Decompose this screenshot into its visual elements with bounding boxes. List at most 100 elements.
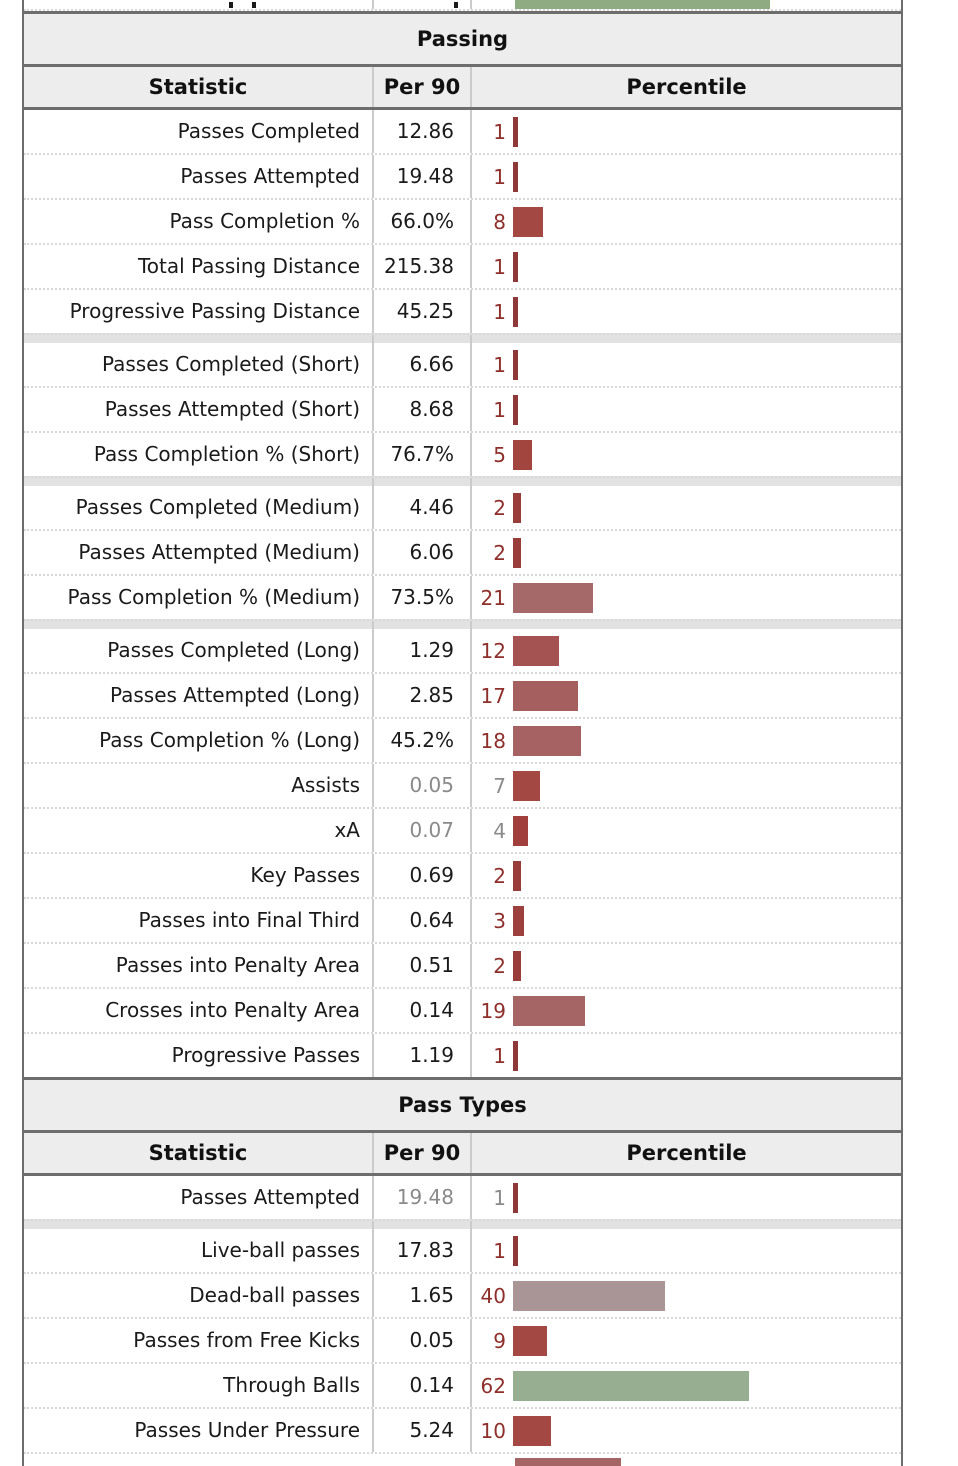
percentile-number: 1	[493, 1185, 506, 1210]
percentile-number: 1	[493, 1238, 506, 1263]
column-header-per-90: Per 90	[374, 1133, 472, 1173]
percentile-bar	[513, 1235, 518, 1266]
stat-row: Dead-ball passes 1.65 40	[24, 1272, 901, 1317]
stat-group: Passes Completed 12.86 1 Passes Attempted 19…	[24, 110, 901, 333]
per90-value: 0.64	[374, 899, 472, 942]
column-divider	[470, 478, 472, 486]
stat-label: Dead-ball passes	[24, 1274, 374, 1317]
column-divider	[470, 1221, 472, 1229]
percentile-bar	[513, 582, 593, 613]
percentile-bar	[513, 394, 518, 425]
stat-row: Assists 0.05 7	[24, 762, 901, 807]
per90-value: 0.14	[374, 1364, 472, 1407]
stat-label: Passes Completed (Medium)	[24, 486, 374, 529]
percentile-number: 7	[493, 773, 506, 798]
percentile-number: 21	[480, 585, 506, 610]
stat-row: Passes Completed (Short) 6.66 1	[24, 343, 901, 386]
stat-row: Passes Attempted (Short) 8.68 1	[24, 386, 901, 431]
per90-value: 12.86	[374, 110, 472, 153]
percentile-number: 62	[480, 1373, 506, 1398]
percentile-bar	[513, 161, 518, 192]
stat-row: Passes into Penalty Area 0.51 2	[24, 942, 901, 987]
group-spacer	[24, 476, 901, 486]
percentile-bar-partial	[515, 0, 770, 9]
percentile-number: 8	[493, 209, 506, 234]
percentile-cell: 18	[472, 719, 901, 762]
column-header-row: Statistic Per 90 Percentile	[24, 1133, 901, 1176]
percentile-number: 2	[493, 953, 506, 978]
stat-label: Pass Completion %	[24, 200, 374, 243]
stat-row: Passes Attempted 19.48 1	[24, 153, 901, 198]
percentile-bar	[513, 116, 518, 147]
percentile-number: 1	[493, 254, 506, 279]
column-divider	[470, 335, 472, 343]
percentile-cell: 12	[472, 629, 901, 672]
percentile-bar-partial	[515, 1458, 621, 1466]
stat-row: Passes Attempted 19.48 1	[24, 1176, 901, 1219]
stat-label: xA	[24, 809, 374, 852]
stat-row: Passes Attempted (Long) 2.85 17	[24, 672, 901, 717]
per90-value: 0.05	[374, 764, 472, 807]
stat-group: Passes Attempted 19.48 1	[24, 1176, 901, 1219]
column-divider	[372, 335, 374, 343]
per90-value: 4.46	[374, 486, 472, 529]
per90-value: 0.07	[374, 809, 472, 852]
per90-value: 1.19	[374, 1034, 472, 1077]
per90-value: 19.48	[374, 1176, 472, 1219]
percentile-bar	[513, 1182, 518, 1213]
group-spacer	[24, 1219, 901, 1229]
stat-label: Key Passes	[24, 854, 374, 897]
per90-value: 6.06	[374, 531, 472, 574]
percentile-cell: 1	[472, 388, 901, 431]
percentile-bar	[513, 995, 585, 1026]
group-spacer	[24, 619, 901, 629]
percentile-bar	[513, 492, 521, 523]
per90-value: 8.68	[374, 388, 472, 431]
stat-label: Total Passing Distance	[24, 245, 374, 288]
text-fragment	[252, 2, 256, 8]
per90-value: 1.65	[374, 1274, 472, 1317]
percentile-cell: 2	[472, 854, 901, 897]
stat-label: Passes Completed (Long)	[24, 629, 374, 672]
percentile-cell: 2	[472, 486, 901, 529]
percentile-number: 40	[480, 1283, 506, 1308]
per90-value: 6.66	[374, 343, 472, 386]
stat-label: Through Balls	[24, 1364, 374, 1407]
group-spacer	[24, 333, 901, 343]
stat-label: Passes into Final Third	[24, 899, 374, 942]
percentile-bar	[513, 860, 521, 891]
stat-label: Progressive Passes	[24, 1034, 374, 1077]
stat-row: Through Balls 0.14 62	[24, 1362, 901, 1407]
scouting-report-table: Passing Statistic Per 90 Percentile Passes C…	[22, 0, 903, 1466]
percentile-number: 3	[493, 908, 506, 933]
percentile-cell: 1	[472, 290, 901, 333]
stat-label: Passes Attempted (Short)	[24, 388, 374, 431]
percentile-number: 2	[493, 495, 506, 520]
stat-label: Passes from Free Kicks	[24, 1319, 374, 1362]
stat-label: Passes Attempted (Long)	[24, 674, 374, 717]
stat-label: Passes into Penalty Area	[24, 944, 374, 987]
percentile-cell: 1	[472, 245, 901, 288]
per90-value: 66.0%	[374, 200, 472, 243]
stat-group: Passes Completed (Short) 6.66 1 Passes Atte…	[24, 343, 901, 476]
percentile-cell: 19	[472, 989, 901, 1032]
stat-row: Passes Completed (Medium) 4.46 2	[24, 486, 901, 529]
percentile-bar	[513, 905, 524, 936]
text-fragment	[229, 2, 233, 8]
column-divider	[372, 478, 374, 486]
percentile-cell: 17	[472, 674, 901, 717]
per90-value: 45.2%	[374, 719, 472, 762]
percentile-number: 4	[493, 818, 506, 843]
percentile-number: 1	[493, 352, 506, 377]
column-header-row: Statistic Per 90 Percentile	[24, 67, 901, 110]
column-header-statistic: Statistic	[24, 67, 374, 107]
percentile-number: 17	[480, 683, 506, 708]
stat-row: Passes Completed (Long) 1.29 12	[24, 629, 901, 672]
stat-label: Pass Completion % (Short)	[24, 433, 374, 476]
percentile-cell: 1	[472, 110, 901, 153]
per90-value: 1.29	[374, 629, 472, 672]
percentile-number: 2	[493, 540, 506, 565]
stat-row: xA 0.07 4	[24, 807, 901, 852]
percentile-bar	[513, 680, 578, 711]
percentile-bar	[513, 725, 581, 756]
